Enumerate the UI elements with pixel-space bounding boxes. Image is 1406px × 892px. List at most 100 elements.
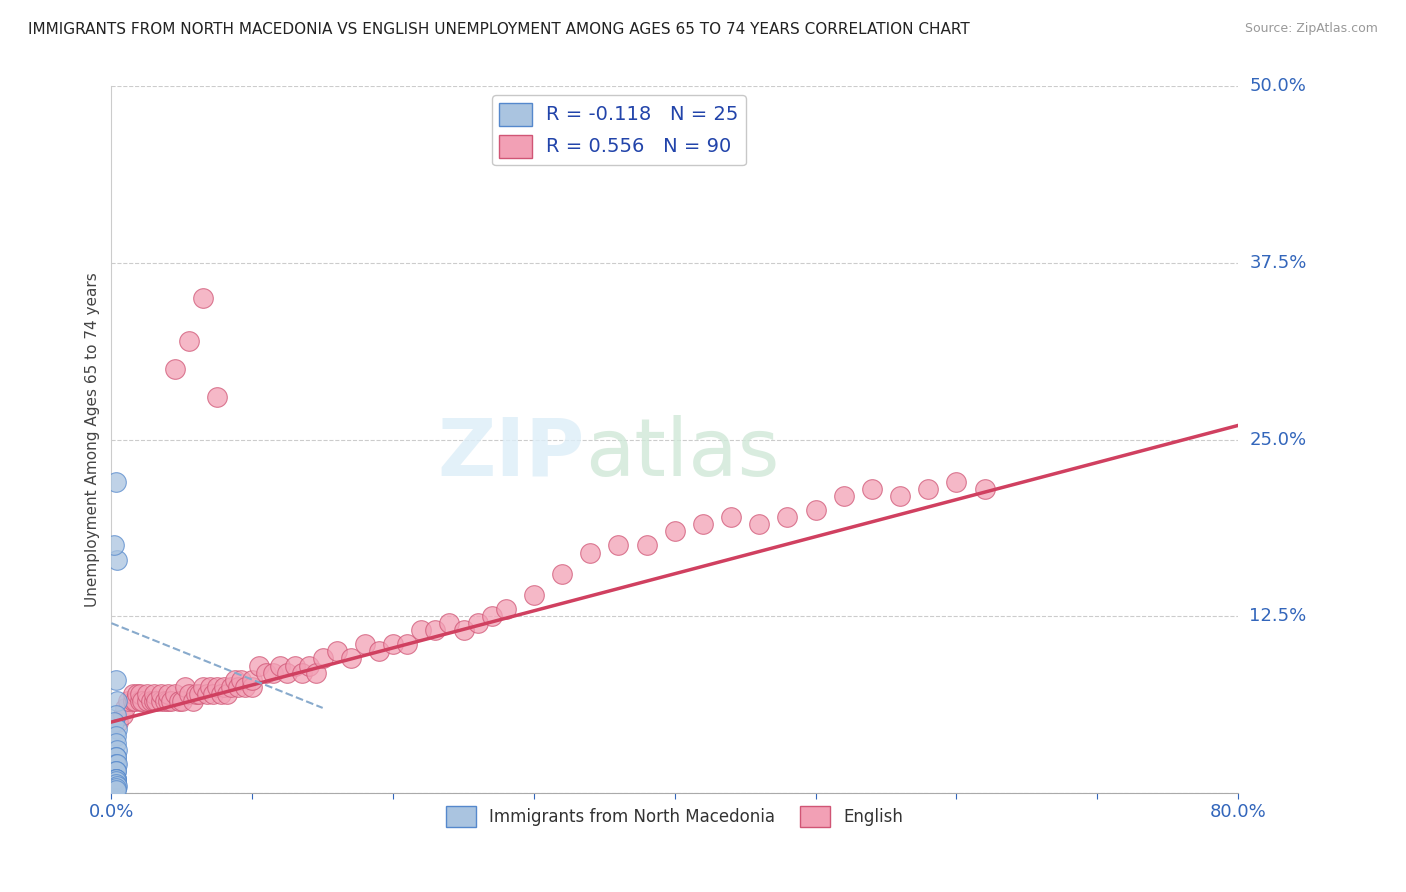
Point [748, 517, 770, 532]
Point [283, 658, 305, 673]
Point [104, 757, 127, 772]
Point [720, 510, 742, 524]
Point [149, 687, 172, 701]
Point [219, 680, 242, 694]
Point [105, 757, 128, 772]
Point [453, 624, 475, 638]
Point [156, 687, 179, 701]
Point [163, 362, 186, 376]
Point [104, 782, 127, 797]
Point [104, 673, 127, 687]
Point [229, 673, 252, 687]
Point [104, 708, 127, 723]
Point [439, 616, 461, 631]
Point [135, 694, 157, 708]
Point [551, 566, 574, 581]
Point [247, 658, 270, 673]
Point [104, 750, 127, 764]
Point [128, 687, 150, 701]
Text: atlas: atlas [585, 415, 779, 492]
Point [104, 764, 127, 779]
Point [224, 673, 246, 687]
Point [105, 722, 128, 736]
Point [664, 524, 686, 539]
Point [181, 694, 204, 708]
Point [135, 687, 157, 701]
Point [233, 680, 256, 694]
Y-axis label: Unemployment Among Ages 65 to 74 years: Unemployment Among Ages 65 to 74 years [86, 272, 100, 607]
Point [523, 588, 546, 602]
Point [142, 687, 165, 701]
Point [832, 489, 855, 503]
Point [128, 694, 150, 708]
Text: IMMIGRANTS FROM NORTH MACEDONIA VS ENGLISH UNEMPLOYMENT AMONG AGES 65 TO 74 YEAR: IMMIGRANTS FROM NORTH MACEDONIA VS ENGLI… [28, 22, 970, 37]
Text: Source: ZipAtlas.com: Source: ZipAtlas.com [1244, 22, 1378, 36]
Point [117, 694, 139, 708]
Point [121, 694, 143, 708]
Point [804, 503, 827, 517]
Point [104, 781, 127, 796]
Point [103, 714, 125, 729]
Point [103, 539, 125, 553]
Point [917, 482, 939, 496]
Point [156, 694, 179, 708]
Point [692, 517, 714, 532]
Point [326, 644, 349, 658]
Point [579, 545, 602, 559]
Point [173, 680, 195, 694]
Point [212, 680, 235, 694]
Point [495, 602, 517, 616]
Point [411, 624, 433, 638]
Point [240, 680, 263, 694]
Point [262, 665, 284, 680]
Point [776, 510, 799, 524]
Point [104, 774, 127, 789]
Point [198, 680, 221, 694]
Point [467, 616, 489, 631]
Point [276, 665, 298, 680]
Point [290, 665, 312, 680]
Point [215, 687, 238, 701]
Point [149, 694, 172, 708]
Point [139, 694, 162, 708]
Point [111, 708, 134, 723]
Point [105, 779, 128, 793]
Point [481, 609, 503, 624]
Point [191, 291, 214, 305]
Text: 25.0%: 25.0% [1250, 431, 1306, 449]
Point [340, 651, 363, 665]
Legend: Immigrants from North Macedonia, English: Immigrants from North Macedonia, English [439, 799, 910, 834]
Point [636, 539, 658, 553]
Point [167, 694, 190, 708]
Point [382, 637, 405, 651]
Point [201, 687, 224, 701]
Point [973, 482, 995, 496]
Point [860, 482, 883, 496]
Point [889, 489, 911, 503]
Point [104, 736, 127, 750]
Point [104, 475, 127, 489]
Point [131, 694, 153, 708]
Point [425, 624, 447, 638]
Text: 50.0%: 50.0% [1250, 78, 1306, 95]
Point [226, 680, 249, 694]
Point [396, 637, 419, 651]
Point [297, 658, 319, 673]
Point [177, 334, 200, 348]
Point [104, 750, 127, 764]
Point [104, 764, 127, 779]
Point [184, 687, 207, 701]
Point [254, 665, 277, 680]
Point [153, 694, 176, 708]
Point [205, 390, 228, 404]
Point [187, 687, 209, 701]
Point [124, 694, 146, 708]
Point [104, 772, 127, 786]
Point [104, 772, 127, 786]
Point [107, 714, 129, 729]
Point [159, 694, 181, 708]
Point [142, 694, 165, 708]
Point [121, 687, 143, 701]
Point [945, 475, 967, 489]
Point [163, 687, 186, 701]
